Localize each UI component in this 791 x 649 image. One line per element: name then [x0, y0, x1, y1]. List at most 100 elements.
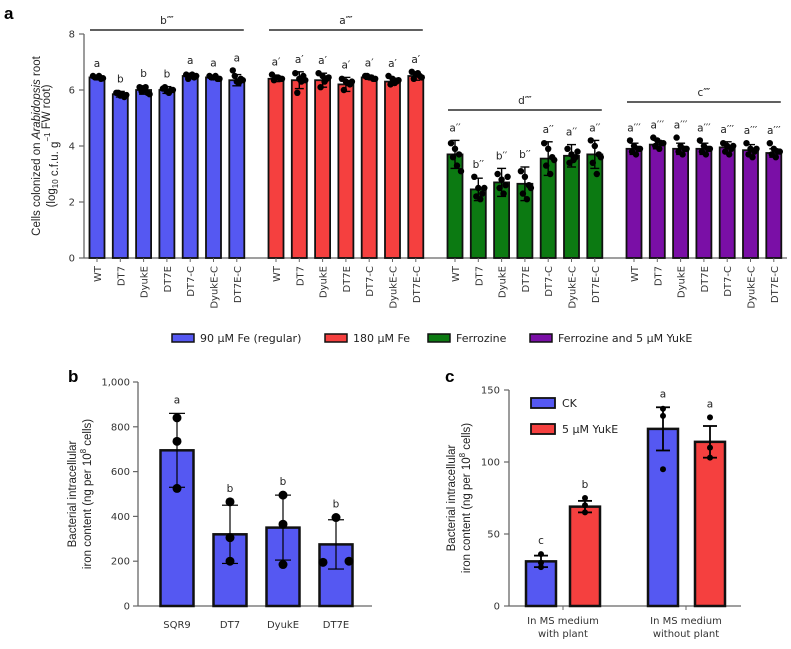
data-point	[776, 148, 783, 155]
y-tick-label: 4	[69, 142, 75, 153]
data-point	[229, 67, 236, 74]
significance-letter: b′′	[496, 150, 508, 162]
significance-letter: a′′	[543, 124, 555, 136]
significance-letter: a	[174, 394, 180, 406]
significance-letter: a′	[272, 57, 281, 69]
x-tick-label: DT7E	[521, 266, 532, 293]
bar	[568, 505, 602, 608]
data-point	[340, 86, 348, 94]
bar	[646, 427, 680, 608]
group-significance-letter: d⁗	[518, 95, 532, 107]
legend-swatch	[530, 423, 556, 435]
data-point	[523, 196, 531, 203]
group-blue: b⁗ a WT b DT7 b DyukE b DT7E a DT7-C a DyukE-C a DT7E-…	[88, 15, 246, 309]
data-point	[231, 72, 238, 80]
data-point	[278, 560, 288, 570]
significance-letter: a′	[365, 57, 374, 69]
group-significance-letter: c⁗	[698, 87, 711, 99]
data-point	[481, 184, 488, 192]
bar	[765, 152, 783, 259]
bar	[648, 143, 666, 259]
x-tick-label: DT7-C	[723, 266, 734, 297]
data-point	[502, 182, 509, 189]
bar-group: c	[524, 535, 558, 608]
bar	[625, 147, 643, 259]
data-point	[772, 154, 779, 161]
bar-group: b	[568, 479, 602, 608]
bar	[135, 89, 153, 259]
data-point	[321, 78, 328, 85]
bar	[360, 76, 378, 259]
data-point	[593, 170, 600, 178]
data-point	[517, 168, 525, 175]
x-tick-label-line2: without plant	[653, 629, 719, 640]
significance-letter: a′	[411, 54, 420, 66]
significance-letter: a′′′	[651, 120, 665, 132]
significance-letter: a′′′	[627, 122, 641, 134]
x-tick-label: DyukE	[498, 266, 509, 298]
significance-letter: a	[234, 52, 240, 64]
x-tick-label: WT	[451, 265, 462, 282]
data-point	[582, 509, 588, 516]
bar	[337, 83, 355, 259]
bar	[672, 147, 689, 259]
significance-letter: a′′	[589, 122, 601, 134]
panel-b: b 0 200 400 600 800 1,000 Bacterial intracellul…	[67, 367, 372, 631]
x-tick-label: DT7-C	[544, 266, 555, 297]
data-point	[660, 140, 667, 147]
x-tick-label: DyukE	[140, 266, 151, 298]
data-point	[545, 145, 552, 152]
y-tick-label: 0	[69, 254, 75, 265]
data-point	[172, 413, 182, 423]
data-point	[660, 466, 666, 473]
significance-letter: a′′′	[674, 120, 688, 132]
legend-label: Ferrozine and 5 µM YukE	[558, 332, 692, 345]
y-tick-label: 400	[111, 512, 130, 523]
data-point	[142, 84, 149, 91]
significance-letter: a′	[318, 55, 327, 67]
bar-group: a	[693, 398, 727, 608]
data-point	[564, 145, 571, 152]
data-point	[410, 75, 417, 83]
data-point	[660, 412, 666, 419]
data-point	[519, 190, 527, 197]
x-tick-label: WT	[630, 265, 641, 282]
data-point	[318, 557, 328, 567]
x-tick-label-line1: In MS medium	[527, 616, 599, 627]
y-axis-title-line2: (log10 c.f.u. g−1 FW root)	[41, 84, 61, 207]
bar	[693, 440, 727, 608]
bar	[290, 79, 308, 259]
significance-letter: a	[94, 58, 100, 70]
y-tick-label: 8	[69, 30, 75, 41]
y-tick-label: 800	[111, 422, 130, 433]
significance-letter: a	[707, 398, 713, 410]
data-point	[656, 145, 663, 152]
x-tick-label-line1: In MS medium	[650, 616, 722, 627]
x-tick-label: DyukE-C	[210, 266, 221, 309]
data-point	[504, 173, 511, 180]
x-tick-label-line2: with plant	[538, 629, 588, 640]
data-point	[294, 89, 301, 97]
y-tick-label: 50	[487, 530, 500, 541]
significance-letter: b	[227, 483, 234, 495]
significance-letter: a′′′	[767, 125, 781, 137]
data-point	[302, 77, 309, 84]
data-point	[216, 75, 223, 83]
data-point	[632, 151, 640, 158]
data-point	[344, 556, 354, 566]
legend-swatch	[427, 333, 451, 343]
legend-label: 90 µM Fe (regular)	[200, 332, 301, 345]
data-point	[225, 497, 235, 507]
group-significance-letter: b⁗	[160, 15, 174, 27]
x-tick-label: DT7	[653, 266, 664, 286]
data-point	[193, 72, 200, 80]
x-tick-label: DT7E-C	[412, 266, 423, 303]
data-point	[574, 148, 581, 155]
panel-label-b: b	[68, 367, 78, 386]
data-point	[494, 170, 501, 178]
bar	[384, 80, 401, 259]
bar	[718, 146, 736, 259]
data-point	[551, 156, 558, 164]
bar-group: a	[646, 388, 680, 608]
y-tick-label: 600	[111, 467, 130, 478]
